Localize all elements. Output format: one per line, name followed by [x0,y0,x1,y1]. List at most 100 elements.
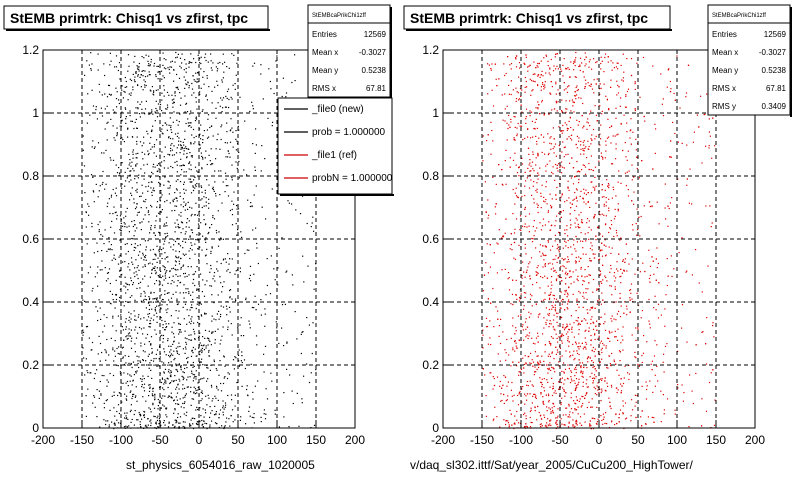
data-point [191,207,193,209]
data-point [128,355,130,357]
data-point [114,355,116,357]
data-point [211,420,213,422]
data-point [221,425,223,427]
data-point [604,329,607,331]
data-point [610,407,612,410]
data-point [133,413,135,416]
data-point [180,331,182,333]
data-point [609,126,611,129]
data-point [631,334,633,336]
data-point [102,235,104,237]
data-point [115,211,117,213]
data-point [540,393,542,395]
data-point [198,215,200,217]
data-point [553,108,556,110]
data-point [265,218,267,220]
data-point [188,162,190,165]
data-point [642,56,645,59]
data-point [557,408,559,410]
data-point [556,164,558,166]
data-point [121,183,123,185]
data-point [119,270,121,272]
data-point [163,266,165,268]
data-point [518,76,520,78]
data-point [188,66,190,68]
data-point [571,99,573,101]
data-point [517,404,520,406]
data-point [148,152,150,155]
data-point [505,149,507,151]
data-point [536,127,538,129]
data-point [516,410,518,413]
data-point [148,313,151,315]
data-point [621,272,623,274]
data-point [578,137,580,139]
data-point [175,310,177,312]
data-point [541,384,543,386]
data-point [182,228,184,230]
data-point [713,424,716,426]
data-point [116,127,118,129]
data-point [208,231,210,234]
data-point [110,244,112,246]
data-point [160,300,162,302]
data-point [170,147,172,149]
data-point [575,261,577,263]
data-point [561,423,563,425]
data-point [186,222,188,224]
data-point [591,349,593,351]
data-point [178,256,180,258]
data-point [122,329,124,331]
data-point [151,181,153,183]
data-point [189,425,191,427]
data-point [526,384,528,386]
data-point [184,337,186,339]
data-point [222,286,224,288]
data-point [607,61,609,63]
data-point [540,60,542,62]
data-point [514,415,516,417]
data-point [173,380,175,382]
data-point [92,287,94,290]
data-point [531,402,533,404]
data-point [84,74,86,76]
data-point [155,421,157,423]
data-point [537,66,539,68]
data-point [277,267,279,269]
stats-value: 12569 [364,30,387,39]
data-point [177,280,179,282]
data-point [127,99,129,101]
data-point [176,200,178,202]
data-point [192,273,194,276]
data-point [551,86,553,88]
data-point [707,265,709,267]
data-point [159,396,161,398]
data-point [98,335,100,337]
data-point [278,247,280,249]
data-point [625,185,627,187]
data-point [527,128,529,130]
data-point [153,415,155,417]
data-point [594,348,596,350]
data-point [583,188,585,190]
data-point [145,360,147,362]
data-point [562,141,564,143]
data-point [216,313,218,315]
data-point [210,412,212,414]
data-point [556,215,558,217]
data-point [561,110,563,112]
data-point [515,187,517,189]
data-point [120,137,122,140]
data-point [134,329,136,331]
data-point [189,247,191,250]
data-point [610,285,613,287]
data-point [157,170,159,172]
data-point [147,133,149,135]
data-point [712,322,714,324]
data-point [163,67,165,69]
data-point [201,350,203,352]
data-point [618,350,621,352]
data-point [543,378,545,380]
data-point [193,137,195,139]
data-point [202,364,204,366]
